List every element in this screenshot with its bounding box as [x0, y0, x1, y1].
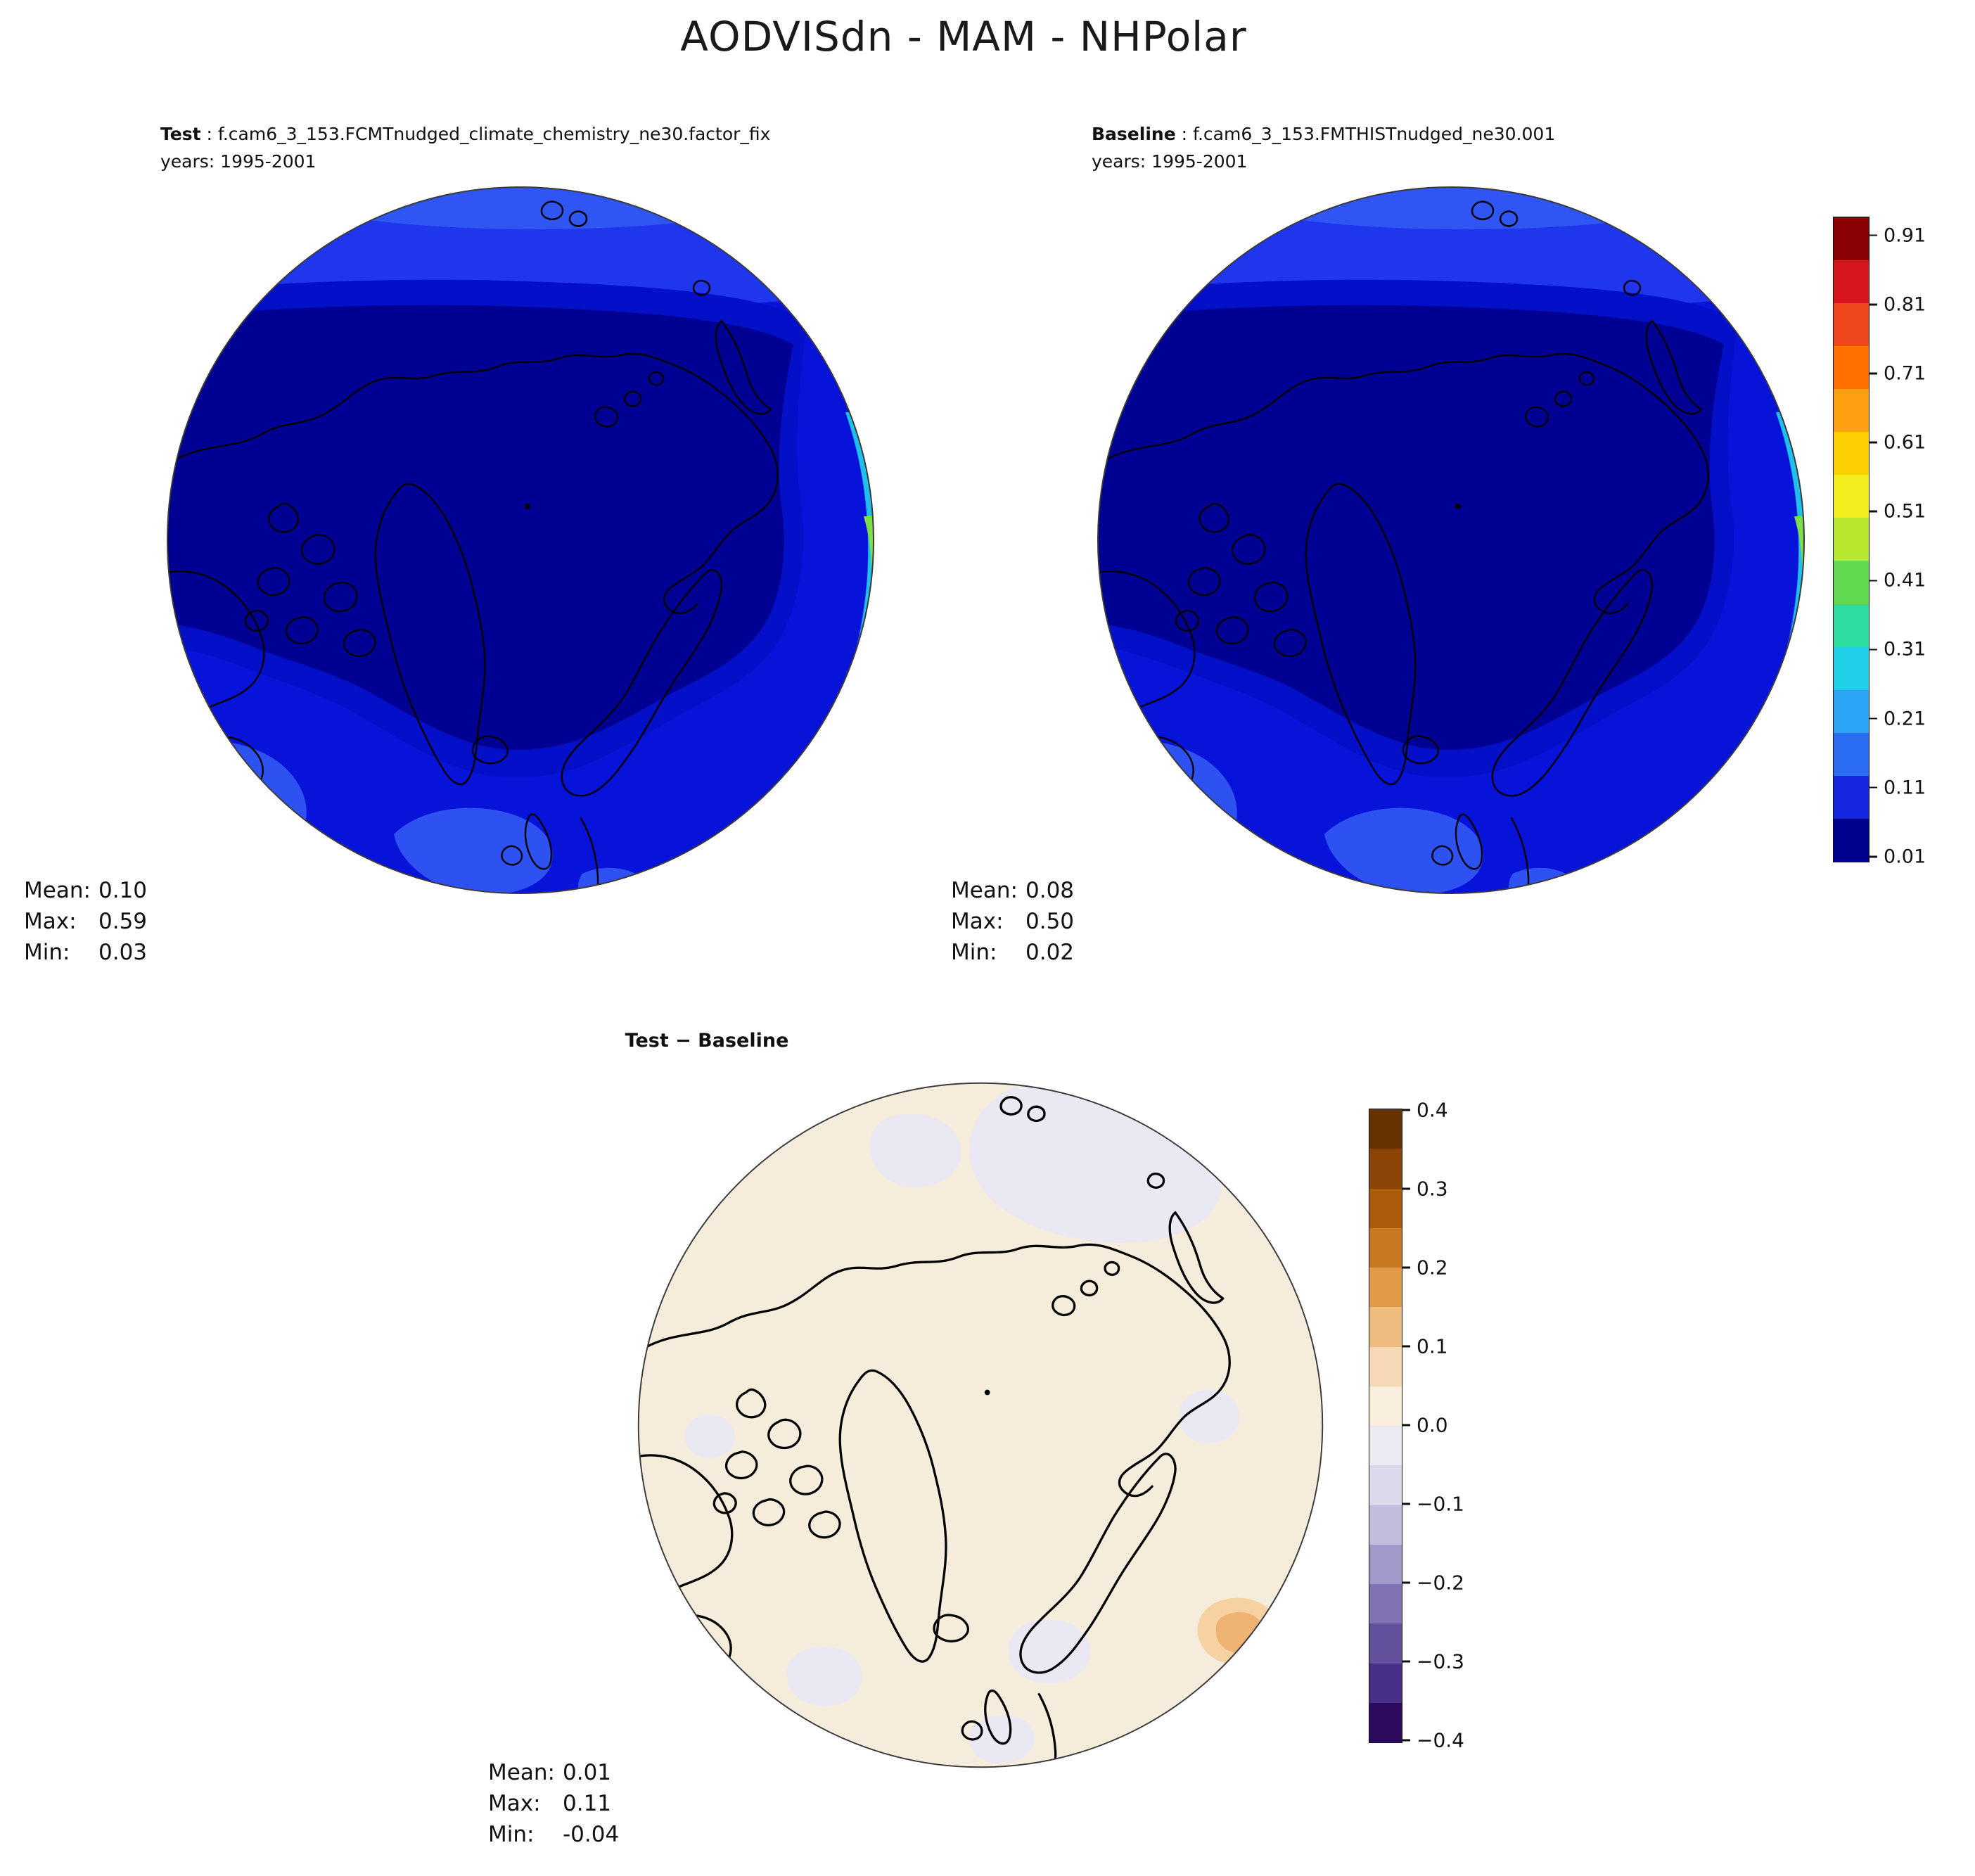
baseline-map-plot: [1097, 186, 1805, 894]
diff-stats: Mean: 0.01 Max: 0.11 Min: -0.04: [488, 1757, 619, 1850]
colorbar-tick: 0.3: [1402, 1177, 1448, 1200]
test-max-label: Max:: [24, 909, 77, 935]
colorbar-tick: 0.1: [1402, 1334, 1448, 1358]
baseline-label: Baseline: [1092, 124, 1176, 144]
baseline-max-label: Max:: [951, 909, 1004, 935]
baseline-mean-row: Mean: 0.08: [951, 875, 1074, 906]
baseline-min-row: Min: 0.02: [951, 937, 1074, 968]
baseline-case-name: f.cam6_3_153.FMTHISTnudged_ne30.001: [1192, 124, 1556, 144]
diff-min-value: -0.04: [563, 1822, 620, 1848]
test-max-value: 0.59: [98, 909, 148, 935]
test-mean-value: 0.10: [98, 878, 148, 903]
test-max-row: Max: 0.59: [24, 906, 147, 937]
diff-mean-label: Mean:: [488, 1760, 555, 1785]
diff-max-label: Max:: [488, 1791, 541, 1817]
baseline-header: Baseline : f.cam6_3_153.FMTHISTnudged_ne…: [1092, 121, 1555, 176]
test-case-line: Test : f.cam6_3_153.FCMTnudged_climate_c…: [160, 121, 770, 148]
figure-title: AODVISdn - MAM - NHPolar: [680, 13, 1247, 60]
diff-map-contour-fill: [638, 1083, 1323, 1768]
diff-max-value: 0.11: [563, 1791, 612, 1817]
diff-mean-row: Mean: 0.01: [488, 1757, 619, 1788]
diff-map: [633, 1078, 1328, 1773]
diff-colorbar: 0.4 0.3 0.2 0.1 0.0 −0.1 −0.2 −0.3 −0.4: [1369, 1098, 1464, 1752]
colorbar-tick: 0.2: [1402, 1256, 1448, 1279]
colorbar-tick: 0.91: [1869, 224, 1926, 246]
colorbar-tick: 0.81: [1869, 293, 1926, 315]
colorbar-tick: 0.4: [1402, 1098, 1448, 1121]
test-separator: :: [200, 124, 218, 144]
baseline-mean-label: Mean:: [951, 878, 1018, 903]
baseline-max-row: Max: 0.50: [951, 906, 1074, 937]
baseline-map: [1092, 181, 1810, 899]
baseline-map-contour-fill: [1098, 187, 1804, 893]
colorbar-tick: −0.1: [1402, 1492, 1464, 1515]
test-mean-row: Mean: 0.10: [24, 875, 147, 906]
test-map-plot: [167, 186, 874, 894]
colorbar-tick: 0.01: [1869, 846, 1926, 867]
baseline-years: years: 1995-2001: [1092, 151, 1248, 172]
diff-min-row: Min: -0.04: [488, 1819, 619, 1850]
colorbar-tick: −0.3: [1402, 1650, 1464, 1673]
diff-map-plot: [637, 1082, 1324, 1768]
colorbar-tick: 0.31: [1869, 639, 1926, 661]
diff-colorbar-bar: [1369, 1109, 1402, 1743]
colorbar-tick: 0.61: [1869, 432, 1926, 454]
baseline-map-boundary-circle: [1097, 186, 1805, 894]
colorbar-tick: 0.21: [1869, 708, 1926, 729]
diff-max-row: Max: 0.11: [488, 1788, 619, 1819]
colorbar-tick: 0.11: [1869, 777, 1926, 798]
baseline-min-label: Min:: [951, 940, 997, 966]
colorbar-tick: 0.0: [1402, 1413, 1448, 1436]
test-header: Test : f.cam6_3_153.FCMTnudged_climate_c…: [160, 121, 770, 176]
baseline-stats: Mean: 0.08 Max: 0.50 Min: 0.02: [951, 875, 1074, 968]
diff-map-boundary-circle: [637, 1082, 1324, 1768]
baseline-min-value: 0.02: [1025, 940, 1075, 966]
main-colorbar-ticks: 0.91 0.81 0.71 0.61 0.51 0.41 0.31 0.21 0.11 0.01: [1833, 217, 1926, 867]
baseline-separator: :: [1175, 124, 1193, 144]
test-map-boundary-circle: [167, 186, 874, 894]
diff-min-label: Min:: [488, 1822, 535, 1848]
diff-title: Test − Baseline: [625, 1030, 789, 1052]
test-min-value: 0.03: [98, 940, 148, 966]
diff-colorbar-ticks: 0.4 0.3 0.2 0.1 0.0 −0.1 −0.2 −0.3 −0.4: [1369, 1098, 1464, 1752]
main-colorbar: 0.91 0.81 0.71 0.61 0.51 0.41 0.31 0.21 0.11 0.01: [1833, 217, 1926, 867]
test-stats: Mean: 0.10 Max: 0.59 Min: 0.03: [24, 875, 147, 968]
main-colorbar-bar: [1833, 217, 1869, 862]
test-min-label: Min:: [24, 940, 70, 966]
colorbar-tick: 0.41: [1869, 570, 1926, 592]
baseline-case-line: Baseline : f.cam6_3_153.FMTHISTnudged_ne…: [1092, 121, 1555, 148]
test-years: years: 1995-2001: [160, 151, 317, 172]
colorbar-tick: −0.2: [1402, 1571, 1464, 1594]
baseline-mean-value: 0.08: [1025, 878, 1075, 903]
baseline-max-value: 0.50: [1025, 909, 1075, 935]
colorbar-tick: 0.71: [1869, 362, 1926, 384]
test-map: [162, 181, 879, 899]
colorbar-tick: −0.4: [1402, 1729, 1464, 1752]
test-min-row: Min: 0.03: [24, 937, 147, 968]
test-case-name: f.cam6_3_153.FCMTnudged_climate_chemistr…: [217, 124, 771, 144]
diff-mean-value: 0.01: [563, 1760, 612, 1785]
test-label: Test: [160, 124, 201, 144]
test-mean-label: Mean:: [24, 878, 91, 903]
test-map-contour-fill: [167, 187, 874, 893]
colorbar-tick: 0.51: [1869, 501, 1926, 523]
